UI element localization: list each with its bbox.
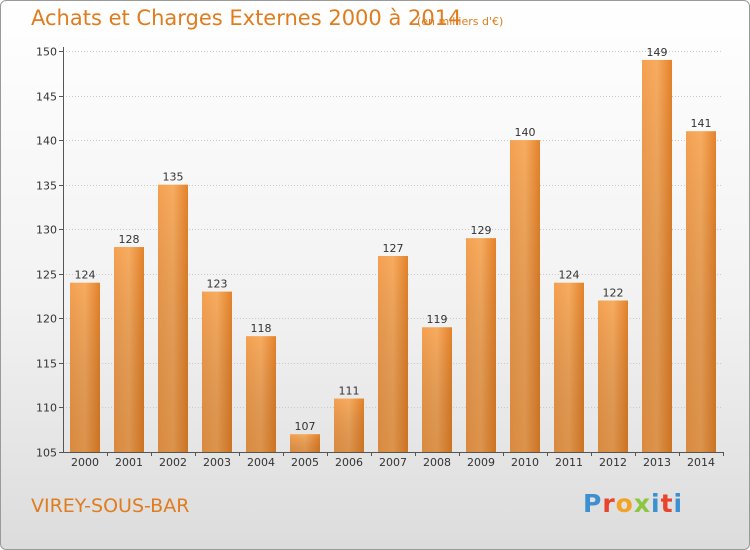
- value-label-2002: 135: [163, 171, 184, 184]
- bar-shade-2011: [554, 282, 584, 452]
- x-tick-label-2001: 2001: [115, 456, 143, 469]
- value-label-2010: 140: [515, 126, 536, 139]
- proxiti-logo[interactable]: Proxiti: [583, 489, 683, 518]
- logo-letter: i: [651, 489, 661, 518]
- bar-shade-2001: [114, 247, 144, 452]
- y-tick-label: 110: [36, 402, 57, 415]
- bar-shade-2006: [334, 398, 364, 452]
- bar-shade-2007: [378, 255, 408, 452]
- y-tick-label: 115: [36, 358, 57, 371]
- value-label-2012: 122: [603, 287, 624, 300]
- bar-shade-2012: [598, 300, 628, 452]
- value-label-2005: 107: [295, 420, 316, 433]
- logo-letter: i: [673, 489, 684, 518]
- value-label-2003: 123: [207, 278, 228, 291]
- y-tick-label: 105: [36, 447, 57, 460]
- x-tick-label-2011: 2011: [555, 456, 583, 469]
- value-label-2008: 119: [427, 313, 448, 326]
- y-tick-label: 140: [36, 135, 57, 148]
- x-tick-label-2000: 2000: [71, 456, 99, 469]
- logo-letter: t: [660, 489, 674, 518]
- value-label-2001: 128: [119, 233, 140, 246]
- value-label-2004: 118: [251, 322, 272, 335]
- x-tick-label-2003: 2003: [203, 456, 231, 469]
- x-tick-label-2006: 2006: [335, 456, 363, 469]
- x-tick-label-2013: 2013: [643, 456, 671, 469]
- bar-shade-2009: [466, 238, 496, 452]
- bar-shade-2004: [246, 336, 276, 452]
- y-tick-label: 130: [36, 224, 57, 237]
- commune-name: VIREY-SOUS-BAR: [31, 495, 190, 517]
- bar-shade-2008: [422, 327, 452, 452]
- x-tick-label-2002: 2002: [159, 456, 187, 469]
- chart-title: Achats et Charges Externes 2000 à 2014: [31, 6, 462, 30]
- bar-shade-2014: [686, 131, 716, 452]
- x-tick-label-2004: 2004: [247, 456, 275, 469]
- value-label-2011: 124: [559, 269, 580, 282]
- bar-shade-2013: [642, 59, 672, 453]
- logo-letter: r: [602, 489, 616, 518]
- y-tick-label: 150: [36, 46, 57, 59]
- value-label-2006: 111: [339, 385, 360, 398]
- axis-layer: 105 110 115 120 125 130 135 140 145 150 2000 2001 20…: [36, 46, 724, 469]
- x-tick-label-2014: 2014: [687, 456, 715, 469]
- y-tick-label: 135: [36, 180, 57, 193]
- x-tick-label-2007: 2007: [379, 456, 407, 469]
- x-tick-label-2012: 2012: [599, 456, 627, 469]
- logo-letter: x: [633, 489, 651, 518]
- bar-shade-2010: [510, 140, 540, 452]
- y-tick-label: 120: [36, 313, 57, 326]
- bar-shade-2002: [158, 184, 188, 452]
- x-tick-label-2010: 2010: [511, 456, 539, 469]
- y-tick-label: 145: [36, 91, 57, 104]
- logo-letter: o: [615, 489, 634, 518]
- value-label-2007: 127: [383, 242, 404, 255]
- bar-shade-2003: [202, 291, 232, 452]
- logo-letter: P: [583, 489, 603, 518]
- x-tick-label-2005: 2005: [291, 456, 319, 469]
- x-tick-label-2009: 2009: [467, 456, 495, 469]
- chart-unit: (en milliers d'€): [417, 15, 504, 28]
- value-label-2014: 141: [691, 117, 712, 130]
- bar-shade-2000: [70, 282, 100, 452]
- value-label-2000: 124: [75, 269, 96, 282]
- y-tick-label: 125: [36, 269, 57, 282]
- x-tick-label-2008: 2008: [423, 456, 451, 469]
- value-label-2009: 129: [471, 224, 492, 237]
- value-label-2013: 149: [647, 46, 668, 59]
- bar-shade-2005: [290, 434, 320, 452]
- bars-layer: 124 128 135 123 118 107 111 127 119 129 140 124 122 1…: [70, 46, 716, 453]
